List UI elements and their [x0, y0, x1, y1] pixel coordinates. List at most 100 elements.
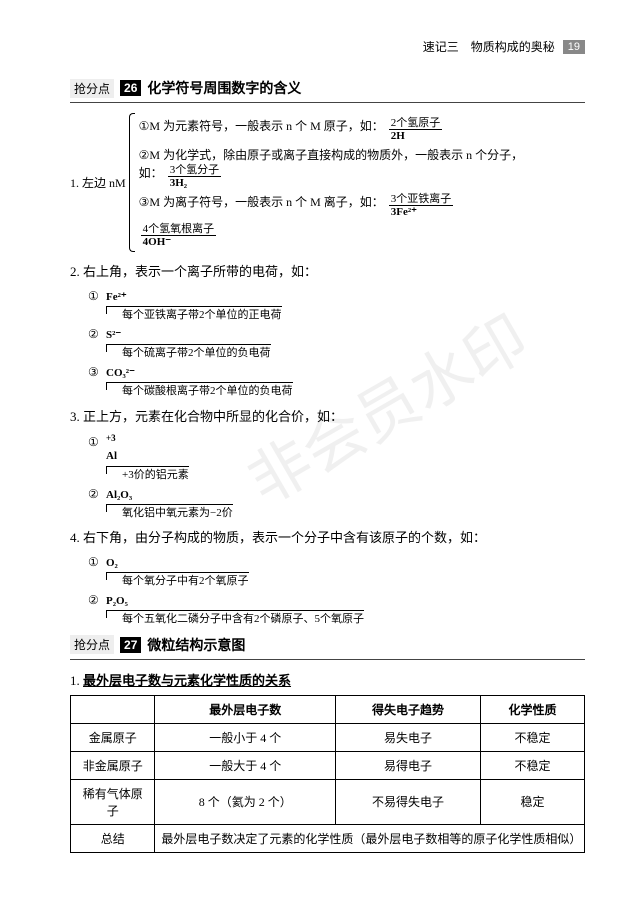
page-header: 速记三 物质构成的奥秘 19: [423, 38, 585, 55]
case-2: ②M 为化学式，除由原子或离子直接构成的物质外，一般表示 n 个分子， 如： 3…: [139, 146, 585, 189]
section-num: 26: [120, 80, 141, 96]
annot-bot: 2H: [389, 130, 407, 142]
annot-below: CO₃²⁻ 每个碳酸根离子带2个单位的负电荷: [106, 367, 293, 398]
annotation: 4个氢氧根离子 4OH⁻: [141, 223, 217, 248]
td: 不稳定: [480, 723, 584, 751]
th: [71, 695, 155, 723]
th: 最外层电子数: [155, 695, 336, 723]
th: 得失电子趋势: [336, 695, 481, 723]
circled-num: ②: [88, 593, 103, 607]
case-text: ②M 为化学式，除由原子或离子直接构成的物质外，一般表示 n 个分子，: [139, 148, 523, 162]
annot-bot: 4OH⁻: [141, 236, 173, 248]
circled-num: ①: [88, 289, 103, 303]
example: ③ CO₃²⁻ 每个碳酸根离子带2个单位的负电荷: [88, 365, 585, 398]
annot-bot: 3H₂: [168, 177, 189, 189]
td: 金属原子: [71, 723, 155, 751]
circled-num: ①: [88, 435, 103, 449]
tag-label: 抢分点: [70, 79, 114, 98]
td: 8 个（氦为 2 个）: [155, 779, 336, 824]
annot-below: P₂O₅ 每个五氧化二磷分子中含有2个磷原子、5个氧原子: [106, 595, 364, 626]
annotation: 3个氢分子 3H₂: [168, 164, 222, 189]
item4-lead: 4. 右下角，由分子构成的物质，表示一个分子中含有该原子的个数，如：: [70, 528, 585, 549]
explanation: 每个碳酸根离子带2个单位的负电荷: [106, 382, 293, 398]
td: 易得电子: [336, 751, 481, 779]
case-3: ③M 为离子符号，一般表示 n 个 M 离子，如： 3个亚铁离子 3Fe²⁺: [139, 193, 585, 218]
annot-top: 4个氢氧根离子: [141, 223, 217, 236]
example: ② Al₂O₃ 氧化铝中氧元素为−2价: [88, 487, 585, 520]
subhead-num: 1.: [70, 673, 80, 688]
formula: S²⁻: [106, 329, 121, 342]
annotation: 3个亚铁离子 3Fe²⁺: [389, 193, 454, 218]
item4-examples: ① O₂ 每个氧分子中有2个氧原子 ② P₂O₅ 每个五氧化二磷分子中含有2个磷…: [88, 555, 585, 627]
item3-examples: ① +3Al +3价的铝元素 ② Al₂O₃ 氧化铝中氧元素为−2价: [88, 433, 585, 520]
td: 非金属原子: [71, 751, 155, 779]
td: 易失电子: [336, 723, 481, 751]
td: 一般小于 4 个: [155, 723, 336, 751]
section-num: 27: [120, 637, 141, 653]
circled-num: ②: [88, 327, 103, 341]
table-row: 稀有气体原子 8 个（氦为 2 个） 不易得失电子 稳定: [71, 779, 585, 824]
td-summary-text: 最外层电子数决定了元素的化学性质（最外层电子数相等的原子化学性质相似）: [155, 824, 585, 852]
table-row: 非金属原子 一般大于 4 个 易得电子 不稳定: [71, 751, 585, 779]
circled-num: ①: [88, 555, 103, 569]
annot-top: 3个亚铁离子: [389, 193, 454, 206]
item3-lead: 3. 正上方，元素在化合物中所显的化合价，如：: [70, 407, 585, 428]
item2-examples: ① Fe²⁺ 每个亚铁离子带2个单位的正电荷 ② S²⁻ 每个硫离子带2个单位的…: [88, 289, 585, 399]
explanation: 每个硫离子带2个单位的负电荷: [106, 344, 271, 360]
brace-bracket-icon: [129, 113, 135, 252]
annotation: 2个氢原子 2H: [389, 117, 443, 142]
section-heading: 化学符号周围数字的含义: [147, 78, 301, 98]
brace-label: 1. 左边 nM: [70, 113, 129, 252]
annot-below: Fe²⁺ 每个亚铁离子带2个单位的正电荷: [106, 291, 282, 322]
annot-bot: 3Fe²⁺: [389, 206, 419, 218]
td: 稀有气体原子: [71, 779, 155, 824]
annot-below: +3Al +3价的铝元素: [106, 433, 189, 481]
circled-num: ②: [88, 487, 103, 501]
explanation: 每个五氧化二磷分子中含有2个磷原子、5个氧原子: [106, 610, 364, 626]
formula: CO₃²⁻: [106, 367, 135, 380]
case-text: ①M 为元素符号，一般表示 n 个 M 原子，如：: [139, 119, 384, 133]
explanation: 每个亚铁离子带2个单位的正电荷: [106, 306, 282, 322]
annot-top: 2个氢原子: [389, 117, 443, 130]
chapter-label: 速记三 物质构成的奥秘: [423, 38, 555, 55]
circled-num: ③: [88, 365, 103, 379]
page-number: 19: [563, 40, 585, 54]
td: 不易得失电子: [336, 779, 481, 824]
case-4: 4个氢氧根离子 4OH⁻: [139, 223, 585, 248]
section-27-title: 抢分点 27 微粒结构示意图: [70, 635, 585, 660]
td: 稳定: [480, 779, 584, 824]
annot-below: O₂ 每个氧分子中有2个氧原子: [106, 557, 249, 588]
item2-lead: 2. 右上角，表示一个离子所带的电荷，如：: [70, 262, 585, 283]
section-heading: 微粒结构示意图: [147, 635, 245, 655]
formula: +3Al: [106, 433, 117, 463]
explanation: 氧化铝中氧元素为−2价: [106, 504, 233, 520]
th: 化学性质: [480, 695, 584, 723]
example: ② S²⁻ 每个硫离子带2个单位的负电荷: [88, 327, 585, 360]
electron-table: 最外层电子数 得失电子趋势 化学性质 金属原子 一般小于 4 个 易失电子 不稳…: [70, 695, 585, 853]
subhead-title: 最外层电子数与元素化学性质的关系: [83, 673, 291, 688]
annot-top: 3个氢分子: [168, 164, 222, 177]
section-26-title: 抢分点 26 化学符号周围数字的含义: [70, 78, 585, 103]
case-text-cont: 如：: [139, 166, 163, 180]
formula: P₂O₅: [106, 595, 128, 608]
case-1: ①M 为元素符号，一般表示 n 个 M 原子，如： 2个氢原子 2H: [139, 117, 585, 142]
case-text: ③M 为离子符号，一般表示 n 个 M 离子，如：: [139, 195, 384, 209]
brace-body: ①M 为元素符号，一般表示 n 个 M 原子，如： 2个氢原子 2H ②M 为化…: [139, 113, 585, 252]
annot-below: S²⁻ 每个硫离子带2个单位的负电荷: [106, 329, 271, 360]
example: ① Fe²⁺ 每个亚铁离子带2个单位的正电荷: [88, 289, 585, 322]
td: 不稳定: [480, 751, 584, 779]
td-summary-label: 总结: [71, 824, 155, 852]
tag-label: 抢分点: [70, 635, 114, 654]
example: ① +3Al +3价的铝元素: [88, 433, 585, 481]
table-summary-row: 总结 最外层电子数决定了元素的化学性质（最外层电子数相等的原子化学性质相似）: [71, 824, 585, 852]
explanation: 每个氧分子中有2个氧原子: [106, 572, 249, 588]
explanation: +3价的铝元素: [106, 466, 189, 482]
annot-below: Al₂O₃ 氧化铝中氧元素为−2价: [106, 489, 233, 520]
table-header-row: 最外层电子数 得失电子趋势 化学性质: [71, 695, 585, 723]
example: ① O₂ 每个氧分子中有2个氧原子: [88, 555, 585, 588]
brace-group-1: 1. 左边 nM ①M 为元素符号，一般表示 n 个 M 原子，如： 2个氢原子…: [70, 113, 585, 252]
formula: Al₂O₃: [106, 489, 132, 502]
subhead-1: 1. 最外层电子数与元素化学性质的关系: [70, 670, 585, 689]
td: 一般大于 4 个: [155, 751, 336, 779]
formula: Fe²⁺: [106, 291, 127, 304]
